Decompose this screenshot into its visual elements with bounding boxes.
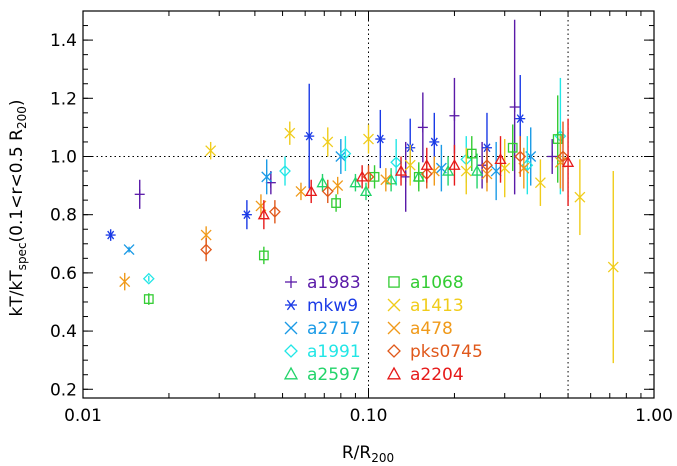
legend-label: a1983 (307, 273, 361, 293)
y-axis-label-spec: spec (15, 242, 29, 270)
y-axis-label: kT/kTspec(0.1<r<0.5 R200) (7, 100, 29, 317)
y-tick-label: 1.4 (50, 31, 77, 51)
y-tick-label: 1.2 (50, 89, 77, 109)
y-axis-label-close: ) (7, 100, 27, 107)
y-tick-label: 1.0 (50, 147, 77, 167)
y-axis-label-r200: 200 (15, 106, 29, 129)
x-axis-label-subscript: 200 (371, 451, 394, 465)
x-tick-label: 0.01 (64, 406, 102, 426)
y-tick-label: 0.6 (50, 264, 77, 284)
legend-label: a2597 (307, 365, 361, 385)
legend-label: pks0745 (410, 342, 483, 362)
legend-label: a1413 (410, 296, 464, 316)
legend-label: mkw9 (307, 296, 358, 316)
y-axis-label-main: kT/kT (7, 270, 27, 317)
x-tick-label: 0.10 (350, 406, 388, 426)
y-tick-label: 0.8 (50, 206, 77, 226)
y-tick-label: 0.4 (50, 322, 77, 342)
y-axis-label-range: (0.1<r<0.5 R (7, 129, 27, 243)
x-tick-label: 1.00 (635, 406, 673, 426)
legend-label: a2717 (307, 319, 361, 339)
legend-label: a1068 (410, 273, 464, 293)
y-tick-label: 0.2 (50, 380, 77, 400)
legend-label: a2204 (410, 365, 464, 385)
legend-label: a1991 (307, 342, 361, 362)
legend-label: a478 (410, 319, 453, 339)
